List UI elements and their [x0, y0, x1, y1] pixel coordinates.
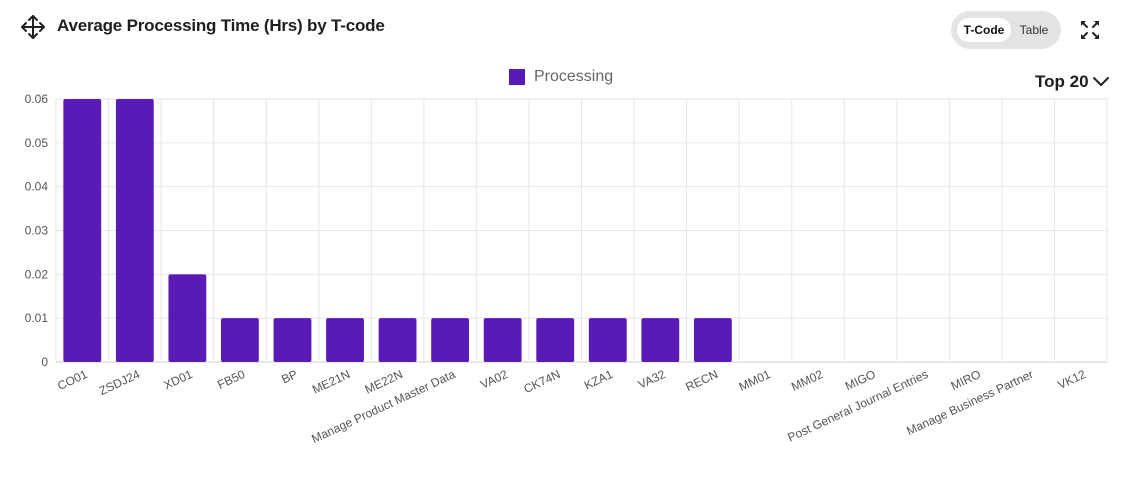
move-arrows-icon[interactable] [20, 14, 46, 40]
bar[interactable] [273, 318, 312, 362]
x-tick-label: VA32 [636, 367, 668, 392]
bar[interactable] [326, 318, 364, 362]
chart-title: Average Processing Time (Hrs) by T-code [57, 16, 385, 35]
bar[interactable] [536, 318, 575, 362]
bar[interactable] [693, 318, 732, 362]
x-tick-label: RECN [683, 367, 720, 394]
legend-item-processing[interactable]: Processing [509, 66, 613, 88]
y-tick-label: 0.04 [25, 180, 49, 194]
bar[interactable] [588, 318, 627, 362]
bar[interactable] [168, 274, 207, 362]
view-toggle: T-Code Table [951, 11, 1061, 49]
top-n-label: Top 20 [1035, 72, 1089, 91]
bar[interactable] [378, 318, 417, 362]
x-tick-label: MIRO [949, 367, 983, 393]
bar[interactable] [483, 318, 522, 362]
toggle-table-button[interactable]: Table [1019, 23, 1049, 37]
bar[interactable] [431, 318, 470, 362]
x-tick-label: VK12 [1055, 367, 1088, 392]
chevron-down-icon [1092, 77, 1109, 86]
x-tick-label: KZA1 [582, 367, 615, 393]
x-tick-label: ZSDJ24 [97, 367, 142, 398]
y-tick-label: 0.05 [25, 136, 49, 150]
x-tick-label: ME21N [310, 367, 352, 397]
top-n-selector[interactable]: Top 20 [1035, 72, 1110, 92]
y-tick-label: 0 [41, 355, 48, 369]
y-tick-label: 0.02 [25, 267, 49, 281]
x-tick-label: CK74N [522, 367, 563, 396]
legend-label: Processing [534, 68, 614, 85]
toggle-tcode-button[interactable]: T-Code [957, 18, 1011, 42]
x-tick-label: VA02 [478, 367, 510, 392]
bar[interactable] [641, 318, 680, 362]
bar[interactable] [221, 318, 259, 362]
bar[interactable] [63, 99, 102, 362]
chart-header: Average Processing Time (Hrs) by T-code … [0, 0, 1125, 56]
x-tick-label: XD01 [162, 367, 195, 393]
x-tick-label: MIGO [843, 367, 878, 393]
legend-swatch [509, 69, 525, 85]
x-tick-label: MM01 [737, 367, 773, 394]
y-tick-label: 0.06 [25, 92, 49, 106]
x-tick-label: FB50 [215, 367, 247, 392]
x-tick-label: CO01 [55, 367, 90, 393]
expand-icon[interactable] [1079, 19, 1101, 41]
x-tick-label: BP [279, 367, 299, 386]
y-tick-label: 0.03 [25, 224, 49, 238]
bar[interactable] [115, 99, 154, 362]
x-tick-label: MM02 [789, 367, 825, 394]
y-tick-label: 0.01 [25, 311, 49, 325]
